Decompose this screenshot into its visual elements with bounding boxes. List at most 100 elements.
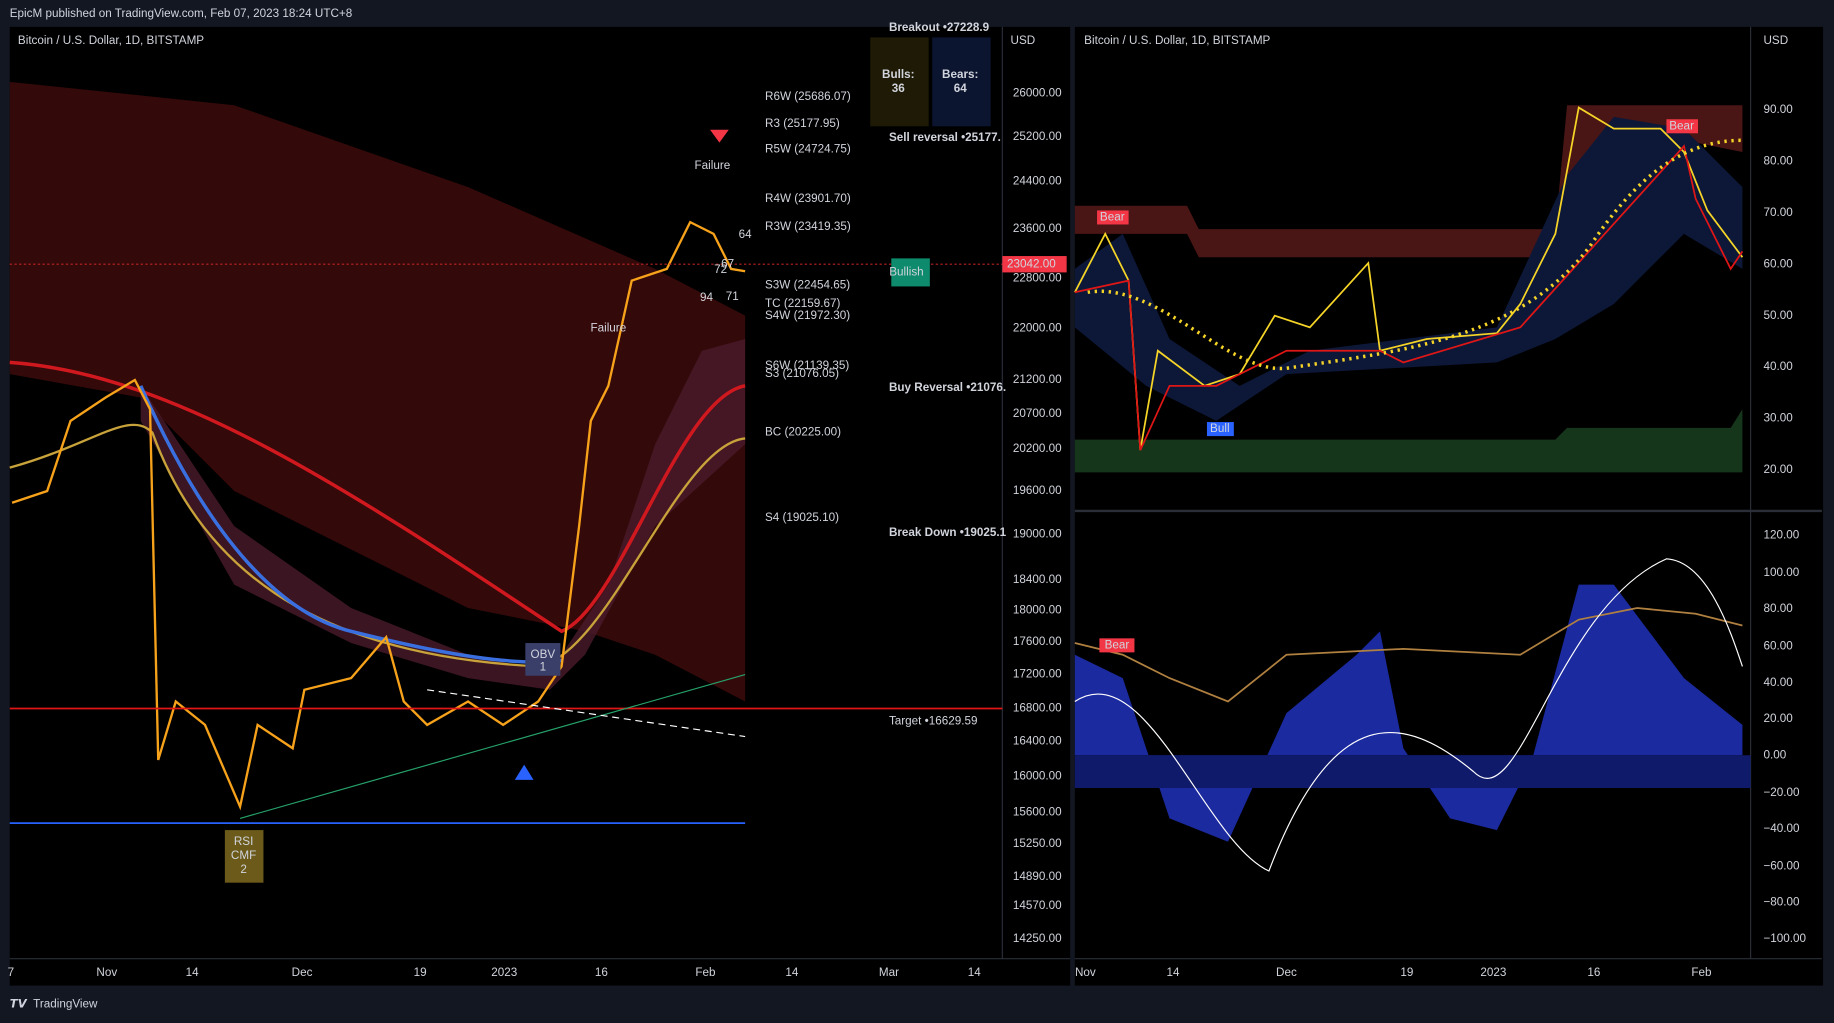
- osc-tick-label: 40.00: [1763, 360, 1793, 373]
- count-label: 67: [721, 257, 734, 270]
- level-label: R5W (24724.75): [765, 143, 851, 156]
- price-tick-label: 25200.00: [1013, 130, 1062, 143]
- wave-line: [1074, 558, 1743, 872]
- osc-tick-label: −80.00: [1763, 896, 1800, 909]
- time-tick-label: 7: [8, 966, 15, 979]
- price-tick-label: 16400.00: [1013, 734, 1062, 747]
- footer-logo: 𝙏𝙑: [10, 997, 29, 1010]
- symbol: Bitcoin / U.S. Dollar, 1D, BITSTAMP: [1084, 34, 1270, 47]
- trend-line: [239, 674, 746, 819]
- level-label: R6W (25686.07): [765, 90, 851, 103]
- osc-tick-label: 90.00: [1763, 103, 1793, 116]
- currency: USD: [1011, 34, 1036, 47]
- signal-tag: Bull: [1210, 422, 1229, 435]
- symbol: Bitcoin / U.S. Dollar, 1D, BITSTAMP: [18, 34, 204, 47]
- publish-header: EpicM published on TradingView.com, Feb …: [10, 7, 353, 20]
- price-tick-label: 20700.00: [1013, 407, 1062, 420]
- time-tick-label: Mar: [879, 966, 899, 979]
- osc-tick-label: 60.00: [1763, 257, 1793, 270]
- bears-box: [932, 37, 991, 127]
- level-label: BC (20225.00): [765, 426, 841, 439]
- price-tick-label: 15250.00: [1013, 837, 1062, 850]
- count-label: 71: [726, 290, 739, 303]
- time-tick-label: Nov: [96, 966, 117, 979]
- time-tick-label: 14: [186, 966, 200, 979]
- signal-label: Breakout •27228.9: [889, 21, 990, 34]
- price-tick-label: 23600.00: [1013, 222, 1062, 235]
- price-tick-label: 21200.00: [1013, 373, 1062, 386]
- signal-label: Sell reversal •25177.: [889, 131, 1001, 144]
- signal-label: Break Down •19025.1: [889, 526, 1007, 539]
- price-path: [11, 220, 746, 811]
- bears-label: Bears:: [942, 68, 978, 81]
- level-label: S6W (21139.35): [765, 359, 849, 372]
- count-label: 72: [714, 263, 727, 276]
- price-tick-label: 22800.00: [1013, 271, 1062, 284]
- time-tick-label: 14: [785, 966, 799, 979]
- price-tick-label: 22000.00: [1013, 322, 1062, 335]
- signal-label: Target •16629.59: [889, 714, 978, 727]
- currency: USD: [1763, 34, 1788, 47]
- level-label: S4 (19025.10): [765, 511, 839, 524]
- signal-tag: Bear: [1100, 211, 1125, 224]
- bulls-label: Bulls:: [882, 68, 914, 81]
- time-tick-label: 14: [968, 966, 982, 979]
- signal-tag: Bear: [1105, 638, 1130, 651]
- price-tick-label: 14890.00: [1013, 870, 1062, 883]
- bullish-box: [891, 258, 930, 287]
- rsi-label: CMF: [231, 849, 256, 862]
- osc-tick-label: 20.00: [1763, 463, 1793, 476]
- price-tick-label: 15600.00: [1013, 806, 1062, 819]
- osc-tick-label: −40.00: [1763, 822, 1800, 835]
- level-label: R3 (25177.95): [765, 117, 840, 130]
- bear-tag-3: [1099, 638, 1135, 653]
- last-price: 23042.00: [1007, 257, 1056, 270]
- osc-tick-label: 60.00: [1763, 640, 1793, 653]
- price-tick-label: 19600.00: [1013, 484, 1062, 497]
- bull-tag: [1206, 422, 1234, 437]
- price-tick-label: 18000.00: [1013, 603, 1062, 616]
- bear-tag-2: [1666, 119, 1698, 134]
- price-tick-label: 17200.00: [1013, 668, 1062, 681]
- time-tick-label: Feb: [1691, 966, 1712, 979]
- moving-average: [9, 360, 746, 634]
- footer-logo-text: TradingView: [33, 997, 98, 1010]
- last-price-box: [1002, 256, 1067, 273]
- osc-tick-label: 120.00: [1763, 529, 1799, 542]
- osc-tick-label: 100.00: [1763, 566, 1799, 579]
- osc-tick-label: 0.00: [1763, 748, 1786, 761]
- time-tick-label: 14: [1167, 966, 1181, 979]
- osc-tick-label: 20.00: [1763, 712, 1793, 725]
- level-label: S4W (21972.30): [765, 309, 850, 322]
- price-tick-label: 26000.00: [1013, 87, 1062, 100]
- price-tick-label: 16000.00: [1013, 769, 1062, 782]
- price-tick-label: 14250.00: [1013, 932, 1062, 945]
- signal-label: Buy Reversal •21076.: [889, 381, 1006, 394]
- time-tick-label: Dec: [292, 966, 313, 979]
- brown-line: [1074, 607, 1743, 703]
- price-tick-label: 24400.00: [1013, 174, 1062, 187]
- failure-label: Failure: [590, 322, 626, 335]
- level-label: R4W (23901.70): [765, 192, 851, 205]
- level-label: TC (22159.67): [765, 297, 840, 310]
- time-tick-label: 16: [1587, 966, 1600, 979]
- obv-label: OBV: [531, 648, 556, 661]
- moving-average-3: [139, 385, 562, 664]
- osc-tick-label: 50.00: [1763, 309, 1793, 322]
- price-tick-label: 19000.00: [1013, 527, 1062, 540]
- time-tick-label: 2023: [1480, 966, 1506, 979]
- rsi-label: 2: [240, 863, 247, 876]
- zero-band: [1074, 755, 1751, 789]
- bear-tag-1: [1097, 210, 1129, 225]
- level-label: R3W (23419.35): [765, 220, 851, 233]
- time-tick-label: Dec: [1276, 966, 1297, 979]
- price-tick-label: 14570.00: [1013, 899, 1062, 912]
- rsi-label: RSI: [234, 835, 253, 848]
- rsi-box: [224, 830, 264, 883]
- osc-tick-label: 70.00: [1763, 206, 1793, 219]
- time-tick-label: 19: [1400, 966, 1413, 979]
- price-tick-label: 18400.00: [1013, 573, 1062, 586]
- time-tick-label: 2023: [491, 966, 517, 979]
- up-arrow: [514, 764, 534, 780]
